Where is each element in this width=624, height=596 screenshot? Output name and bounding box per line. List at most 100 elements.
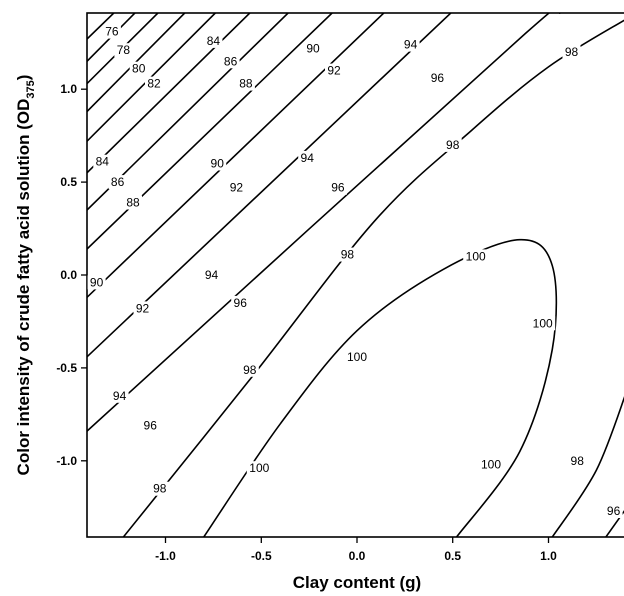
plot-frame [86,12,624,538]
contour-label-96: 96 [234,296,248,310]
contour-label-92: 92 [136,301,150,315]
y-axis-title-main: Color intensity of crude fatty acid solu… [14,99,33,476]
contour-label-96: 96 [431,71,445,85]
contour-label-100: 100 [249,461,269,475]
contour-line-76 [87,13,115,40]
contour-label-78: 78 [117,43,131,57]
contour-line-86 [87,13,251,174]
contour-label-96: 96 [607,504,621,518]
contour-label-bg [145,76,163,91]
contour-label-bg [204,33,223,48]
x-tick-label: 0.5 [444,549,461,563]
contour-label-98: 98 [153,482,167,496]
contour-label-82: 82 [147,77,161,91]
contour-label-bg [124,195,142,210]
contour-label-bg [202,268,221,282]
x-tick-label: 0.0 [349,549,366,563]
contour-label-94: 94 [404,38,418,52]
contour-label-98: 98 [341,248,355,262]
contour-line-96 [87,13,561,432]
y-axis-ticks: 1.0 0.5 0.0 -0.5 -1.0 [56,82,87,468]
contour-label-90: 90 [211,157,225,171]
contour-label-bg [328,180,347,195]
x-tick-label: -1.0 [155,549,176,563]
contour-label-100: 100 [481,458,501,472]
x-tick-label: -0.5 [251,549,272,563]
contour-label-bg [401,37,420,52]
contour-label-bg [246,461,272,476]
contour-label-bg [325,63,343,78]
contour-label-bg [141,418,160,433]
contour-label-bg [240,362,259,377]
contour-label-88: 88 [239,77,253,91]
contour-label-86: 86 [111,175,125,189]
contour-line-92 [87,13,385,298]
contour-line-100 [203,238,558,537]
contour-label-94: 94 [205,268,219,282]
contour-lines [87,13,624,537]
contour-label-bg [344,349,370,364]
contour-label-84: 84 [96,155,110,169]
y-axis-title: Color intensity of crude fatty acid solu… [14,75,37,476]
contour-line-90 [87,13,333,250]
contour-label-96: 96 [331,181,345,195]
contour-label-98: 98 [243,363,257,377]
contour-labels: 7678808284868890929496988486889092949698… [87,24,623,518]
contour-label-92: 92 [327,64,341,78]
contour-label-bg [114,43,133,58]
contour-label-80: 80 [132,62,146,76]
y-tick-label: 0.5 [60,175,77,189]
contour-label-96: 96 [144,419,158,433]
contour-label-86: 86 [224,54,238,68]
contour-label-98: 98 [446,138,460,152]
contour-label-bg [463,249,489,264]
contour-label-100: 100 [466,249,486,263]
contour-label-90: 90 [306,41,320,55]
contour-label-90: 90 [90,275,104,289]
contour-label-bg [221,54,240,69]
x-tick-label: 1.0 [540,549,557,563]
contour-label-bg [102,24,121,39]
contour-label-bg [562,45,581,59]
contour-label-84: 84 [207,34,221,48]
contour-label-94: 94 [301,151,315,165]
y-tick-label: -1.0 [56,454,77,468]
contour-label-bg [110,388,129,403]
contour-label-bg [208,156,227,171]
contour-label-bg [87,275,106,290]
contour-label-100: 100 [533,316,553,330]
y-axis-title-close: ) [14,75,33,81]
contour-line-98 [551,396,624,537]
contour-label-98: 98 [565,45,579,59]
contour-label-bg [298,150,317,165]
contour-label-bg [304,41,322,56]
contour-label-bg [108,175,127,190]
contour-label-bg [129,61,148,76]
contour-label-88: 88 [126,196,140,210]
contour-label-bg [236,76,255,91]
contour-label-bg [530,316,556,331]
y-tick-label: 1.0 [60,82,77,96]
x-axis-title: Clay content (g) [293,573,421,592]
contour-label-bg [568,453,587,468]
contour-label-92: 92 [230,181,244,195]
contour-label-100: 100 [347,350,367,364]
contour-label-98: 98 [571,454,585,468]
contour-label-bg [93,154,112,169]
contour-label-76: 76 [105,25,119,39]
contour-label-bg [227,180,246,195]
y-tick-label: -0.5 [56,361,77,375]
contour-line-94 [87,13,452,358]
contour-line-98 [122,19,624,537]
contour-label-bg [338,247,357,262]
contour-label-bg [478,457,504,472]
contour-label-bg [133,301,152,316]
contour-label-bg [428,71,447,85]
contour-line-96 [605,510,624,537]
y-tick-label: 0.0 [60,268,77,282]
contour-label-bg [604,504,623,518]
y-axis-title-subscript: 375 [25,80,37,98]
x-axis-ticks: -1.0 -0.5 0.0 0.5 1.0 [155,537,557,563]
contour-label-bg [231,295,250,310]
